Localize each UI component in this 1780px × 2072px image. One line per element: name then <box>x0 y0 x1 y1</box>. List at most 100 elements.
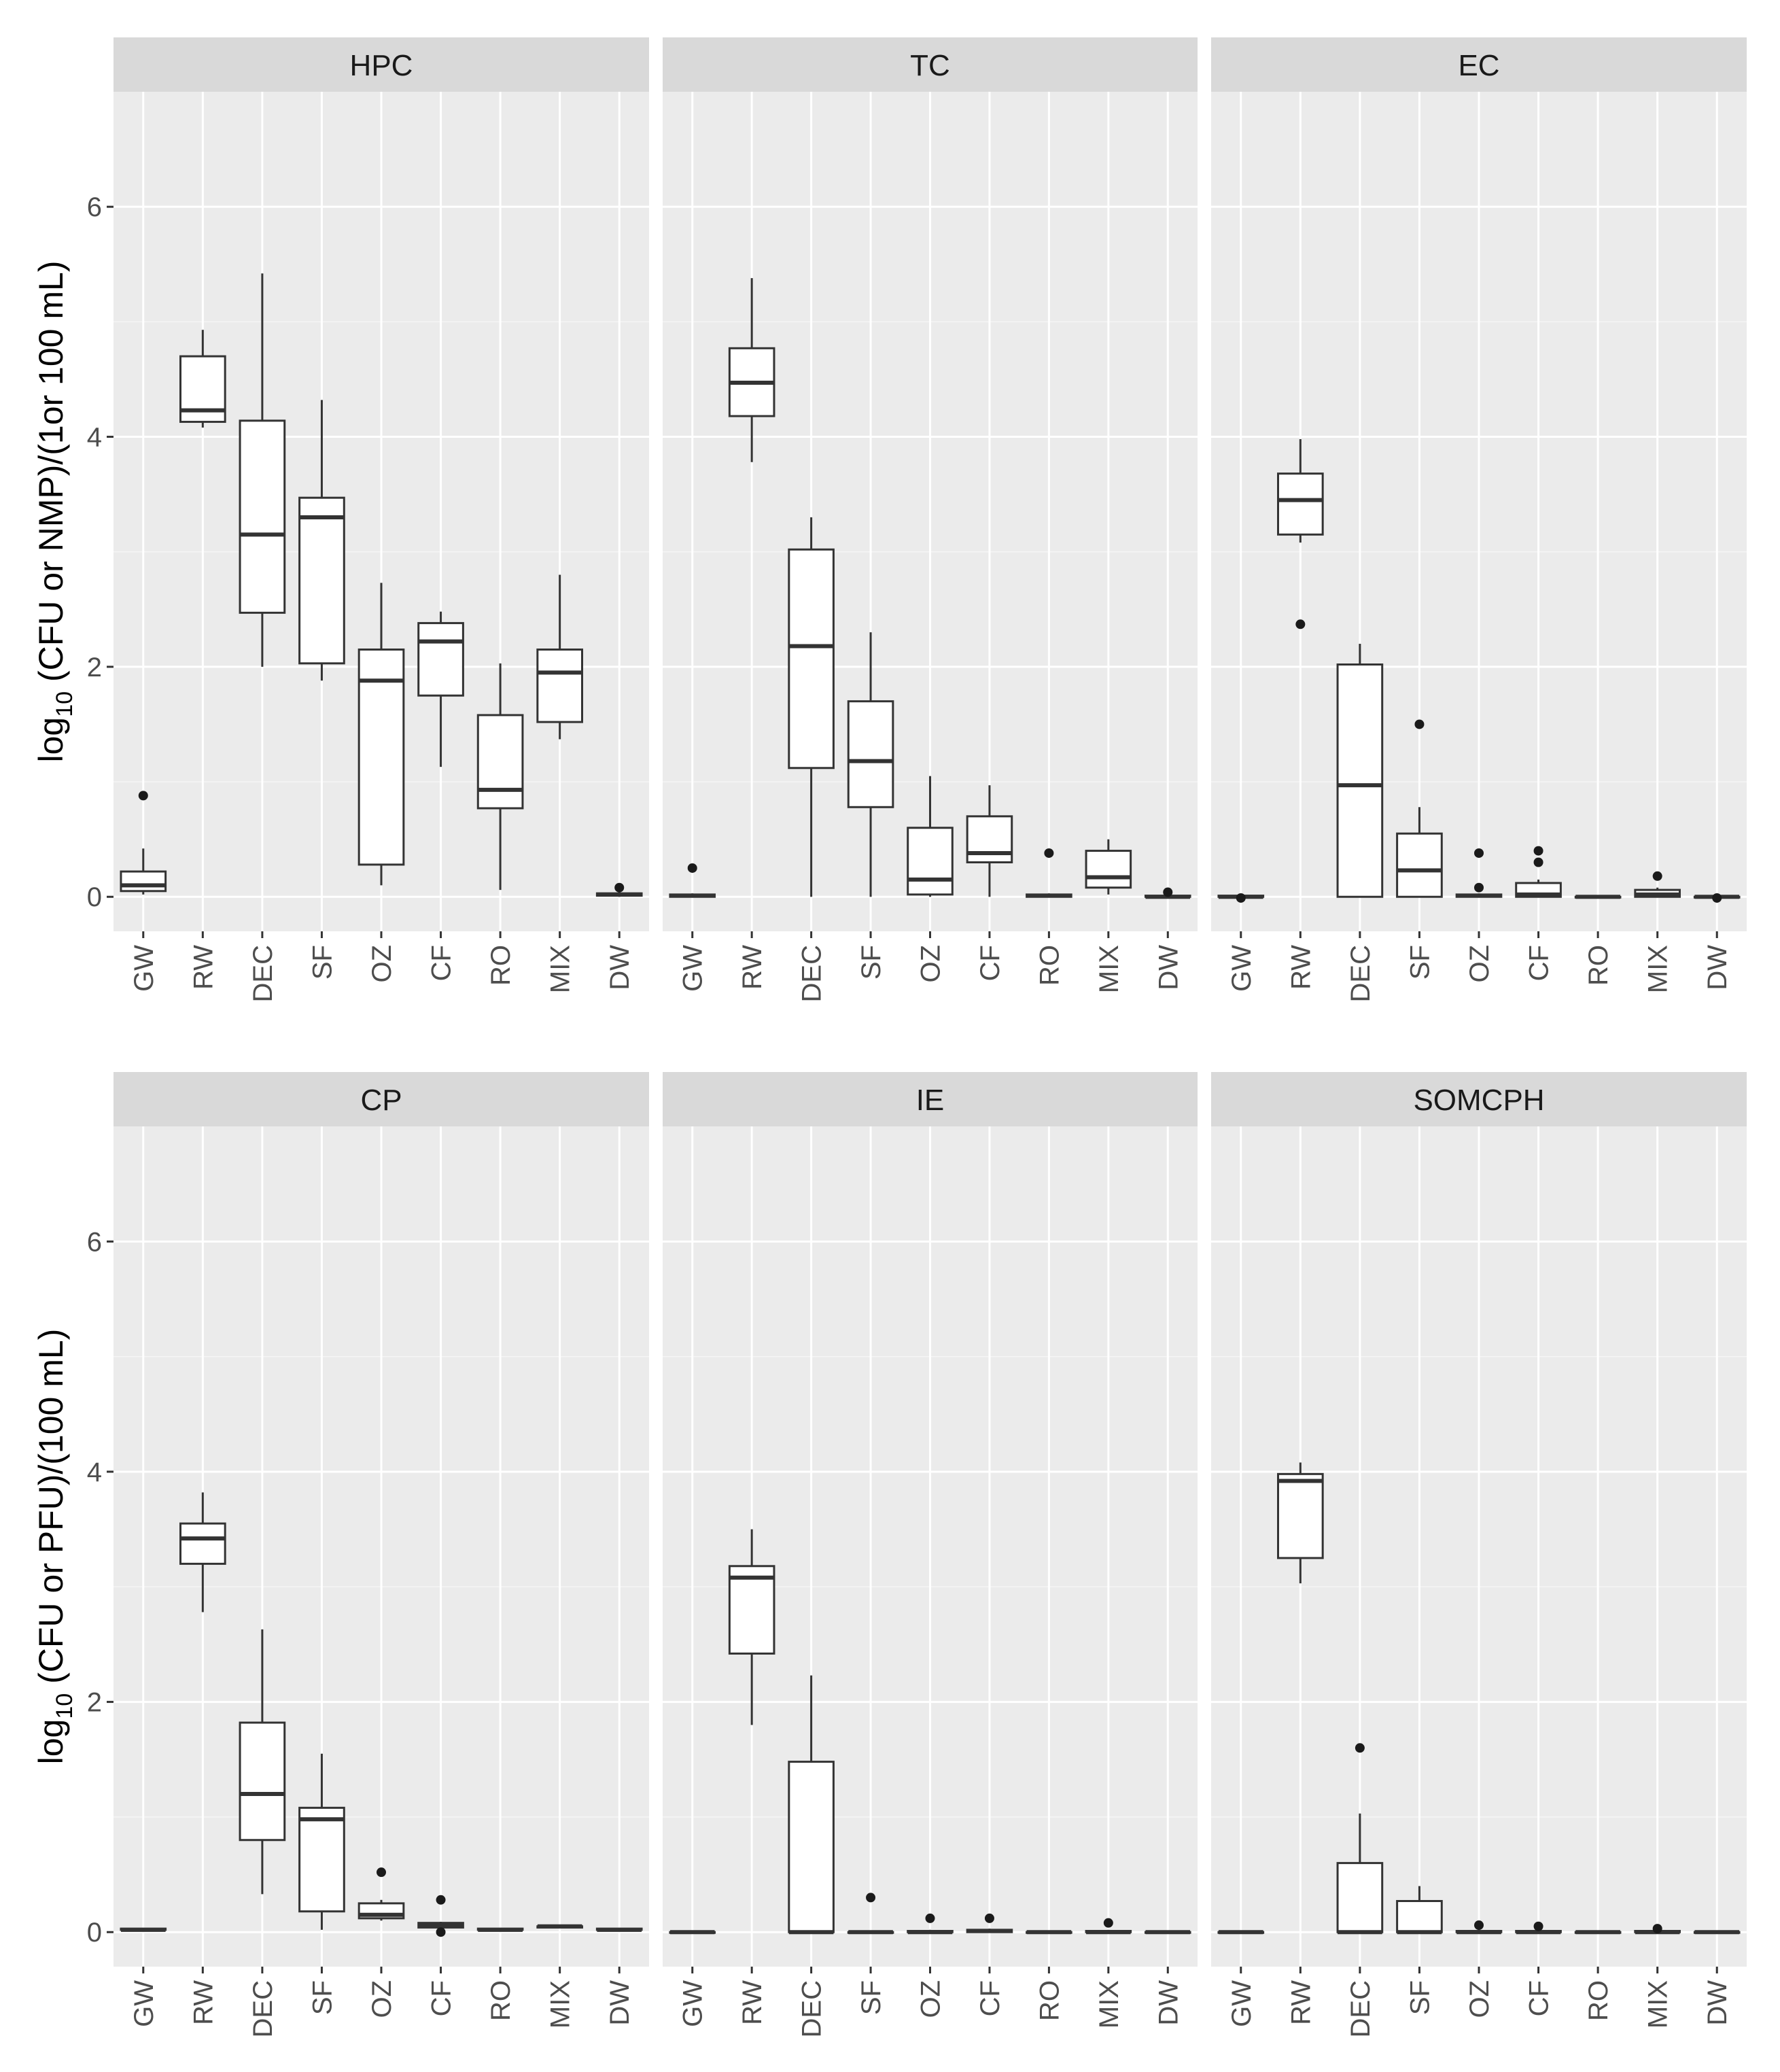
y-tick-label: 0 <box>87 1918 102 1948</box>
x-tick-label: GW <box>678 1980 708 2027</box>
x-tick-label: SF <box>307 1980 337 2015</box>
box-body <box>476 714 524 810</box>
x-tick-label: DEC <box>1346 945 1376 1002</box>
x-tick-label: GW <box>129 945 159 992</box>
outlier-point <box>1533 857 1543 867</box>
box-ro <box>1026 848 1072 898</box>
box-dec <box>1336 1743 1384 1935</box>
outlier-point <box>1652 1924 1662 1934</box>
x-tick-label: GW <box>1227 945 1257 992</box>
x-tick-label: OZ <box>1465 945 1495 983</box>
box-cf <box>1515 1921 1562 1935</box>
outlier-point <box>377 1867 386 1878</box>
x-tick-label: SF <box>856 1980 886 2015</box>
y-axis-label: log10 (CFU or NMP)/(1or 100 mL) <box>32 261 77 763</box>
box-mix <box>536 574 583 740</box>
outlier-point <box>1533 1921 1543 1931</box>
outlier-point <box>687 863 697 873</box>
y-axis-label: log10 (CFU or PFU)/(100 mL) <box>32 1329 77 1765</box>
facet-strip <box>663 1072 1198 1126</box>
outlier-point <box>1474 848 1484 858</box>
box-ro <box>476 1927 524 1932</box>
box-gw <box>120 1927 167 1932</box>
facet-strip <box>1211 37 1747 92</box>
y-tick-label: 2 <box>87 1688 102 1718</box>
box-body <box>1336 1862 1384 1933</box>
box-mix <box>1634 1924 1681 1935</box>
x-tick-label: CF <box>1524 945 1554 981</box>
box-rw <box>728 1529 775 1725</box>
outlier-point <box>1533 846 1543 856</box>
box-body <box>907 827 954 896</box>
facet-strip <box>663 37 1198 92</box>
x-tick-label: RO <box>1584 1980 1613 2021</box>
box-sf <box>847 632 894 897</box>
x-tick-label: RW <box>737 1980 767 2025</box>
x-tick-label: RO <box>1034 1980 1064 2021</box>
box-rw <box>179 330 226 428</box>
x-tick-label: CF <box>427 945 457 981</box>
box-oz <box>357 1867 405 1921</box>
outlier-point <box>866 1893 876 1903</box>
x-tick-label: CF <box>1524 1980 1554 2016</box>
x-tick-label: SF <box>1405 1980 1435 2015</box>
box-ro <box>1026 1930 1072 1935</box>
outlier-point <box>1474 882 1484 893</box>
facet-strip <box>114 37 649 92</box>
facet-title: TC <box>910 49 950 82</box>
box-gw <box>120 791 167 895</box>
x-tick-label: OZ <box>916 1980 946 2018</box>
box-sf <box>298 1753 345 1930</box>
x-tick-label: RW <box>737 945 767 990</box>
box-cf <box>1515 846 1562 898</box>
box-gw <box>1217 1930 1265 1935</box>
facet-title: EC <box>1458 49 1499 82</box>
box-sf <box>1396 1886 1443 1935</box>
box-dw <box>595 882 643 897</box>
box-oz <box>357 583 405 886</box>
box-rw <box>1277 438 1324 629</box>
box-gw <box>669 863 716 898</box>
facet-title: IE <box>916 1084 945 1117</box>
x-tick-label: RW <box>188 1980 218 2025</box>
outlier-point <box>1414 719 1425 729</box>
box-body <box>966 815 1013 863</box>
facet-strip <box>114 1072 649 1126</box>
x-tick-label: MIX <box>1643 1980 1673 2028</box>
box-mix <box>1085 839 1132 895</box>
x-tick-label: DEC <box>797 945 827 1002</box>
x-tick-label: RO <box>1584 945 1613 986</box>
x-tick-label: MIX <box>1094 945 1124 993</box>
x-tick-label: SF <box>307 945 337 980</box>
x-tick-label: CF <box>427 1980 457 2016</box>
box-dec <box>239 273 286 667</box>
box-sf <box>298 400 345 681</box>
outlier-point <box>1044 848 1054 858</box>
x-tick-label: MIX <box>1643 945 1673 993</box>
box-body <box>120 870 167 893</box>
box-body <box>1277 472 1324 536</box>
x-tick-label: OZ <box>367 945 397 983</box>
box-cf <box>417 1895 464 1937</box>
x-tick-label: RO <box>486 1980 516 2021</box>
box-oz <box>1455 1920 1503 1935</box>
x-tick-label: SF <box>1405 945 1435 980</box>
x-tick-label: DW <box>605 945 635 990</box>
outlier-point <box>1712 893 1722 903</box>
facet-title: SOMCPH <box>1413 1084 1544 1117</box>
box-body <box>728 1565 775 1655</box>
box-body <box>1085 850 1132 889</box>
y-tick-label: 2 <box>87 653 102 683</box>
facet-title: HPC <box>350 49 413 82</box>
facet-title: CP <box>360 1084 402 1117</box>
box-rw <box>1277 1462 1324 1584</box>
box-rw <box>728 278 775 462</box>
box-mix <box>536 1924 583 1929</box>
x-tick-label: DEC <box>248 1980 278 2037</box>
outlier-point <box>1652 871 1662 881</box>
y-tick-label: 6 <box>87 1227 102 1257</box>
box-dw <box>595 1927 643 1932</box>
box-dw <box>1693 893 1741 903</box>
box-cf <box>966 1913 1013 1933</box>
box-gw <box>1217 893 1265 903</box>
